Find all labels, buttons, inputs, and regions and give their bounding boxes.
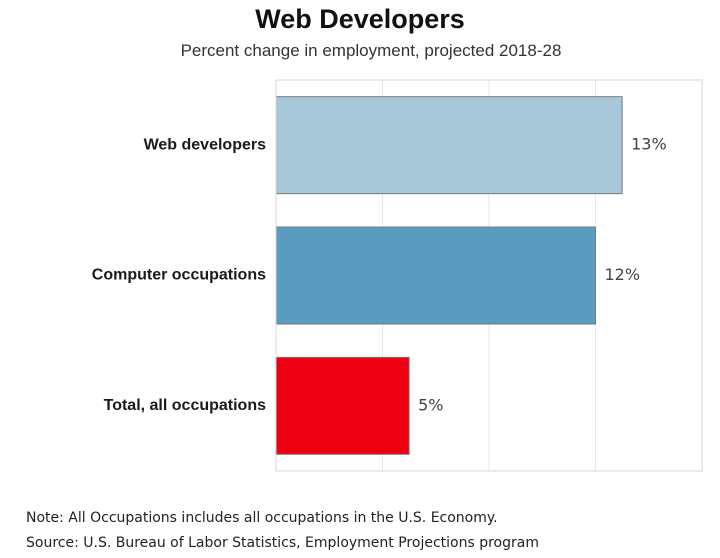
category-label: Web developers: [144, 136, 267, 153]
chart-title: Web Developers: [255, 4, 465, 34]
category-label: Computer occupations: [92, 267, 266, 284]
bar: [275, 356, 410, 455]
bar-chart: Web developers 13% Computer occupations 12%…: [92, 79, 703, 472]
data-label: 12%: [605, 265, 641, 284]
bars: [275, 96, 623, 455]
footnote-note: Note: All Occupations includes all occup…: [26, 510, 498, 526]
chart-subtitle: Percent change in employment, projected …: [180, 41, 562, 60]
footnote-source: Source: U.S. Bureau of Labor Statistics,…: [26, 535, 539, 551]
labels: Web developers 13% Computer occupations 12%…: [92, 135, 667, 415]
data-label: 5%: [418, 395, 443, 414]
data-label: 13%: [631, 135, 667, 154]
bar: [275, 226, 596, 325]
plot-frame: [275, 79, 703, 472]
bar: [275, 96, 623, 195]
category-label: Total, all occupations: [104, 397, 266, 414]
